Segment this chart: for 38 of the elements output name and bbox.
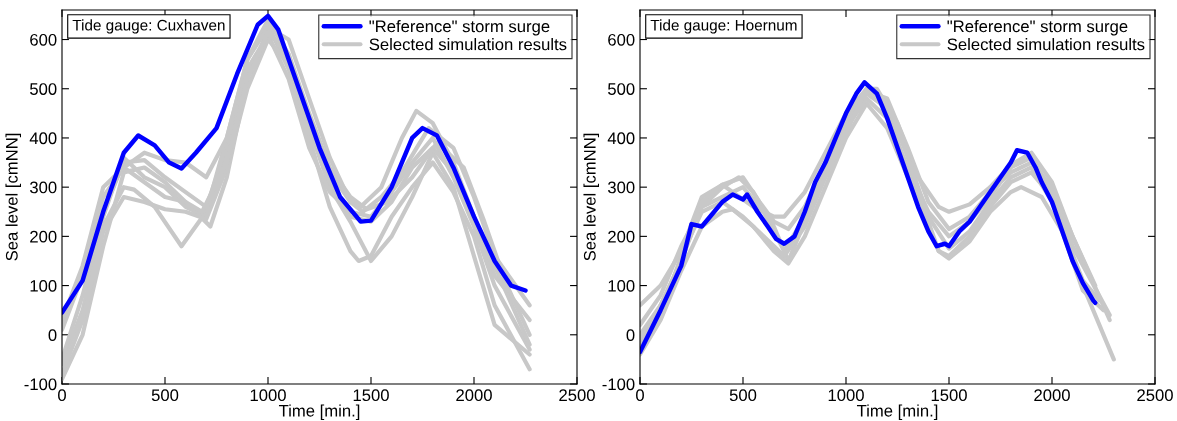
y-tick-label: 600 (30, 33, 57, 46)
y-axis-title: Sea level [cmNN] (5, 133, 22, 261)
legend-label: "Reference" storm surge (947, 20, 1128, 36)
x-tick-label: 1000 (250, 389, 286, 402)
y-tick-label: 400 (607, 132, 635, 145)
y-tick-label: -100 (24, 378, 57, 391)
y-tick-label: 200 (608, 230, 635, 243)
x-tick-label: 1500 (353, 389, 389, 402)
x-tick-label: 2500 (1137, 389, 1173, 402)
legend-label: Selected simulation results (947, 38, 1145, 51)
y-tick-label: -100 (602, 378, 635, 391)
x-axis-title: Time [min.] (856, 404, 938, 420)
y-tick-label: 400 (29, 132, 57, 145)
x-tick-label: 500 (729, 389, 757, 402)
y-tick-label: 300 (29, 181, 57, 194)
annotation: Tide gauge: Hoernum (650, 19, 797, 34)
x-tick-label: 2500 (559, 389, 595, 402)
y-tick-label: 300 (607, 181, 635, 194)
y-tick-label: 500 (30, 83, 57, 95)
y-tick-label: 0 (48, 329, 57, 341)
legend-label: Selected simulation results (369, 38, 567, 51)
y-tick-label: 0 (626, 329, 635, 341)
y-tick-label: 200 (30, 230, 57, 243)
y-tick-label: 100 (608, 279, 635, 292)
x-tick-label: 0 (58, 389, 66, 402)
y-tick-label: 600 (608, 33, 635, 46)
annotation: Tide gauge: Cuxhaven (72, 19, 225, 34)
x-tick-label: 1500 (931, 389, 967, 402)
x-tick-label: 500 (151, 389, 179, 402)
x-tick-label: 2000 (1034, 389, 1070, 402)
x-tick-label: 0 (636, 389, 644, 402)
x-tick-label: 1000 (828, 389, 864, 402)
legend-label: "Reference" storm surge (369, 20, 550, 36)
y-tick-label: 500 (608, 83, 635, 95)
x-axis-title: Time [min.] (278, 404, 360, 420)
y-axis-title: Sea level [cmNN] (583, 133, 600, 261)
x-tick-label: 2000 (456, 389, 492, 402)
y-tick-label: 100 (30, 279, 57, 292)
